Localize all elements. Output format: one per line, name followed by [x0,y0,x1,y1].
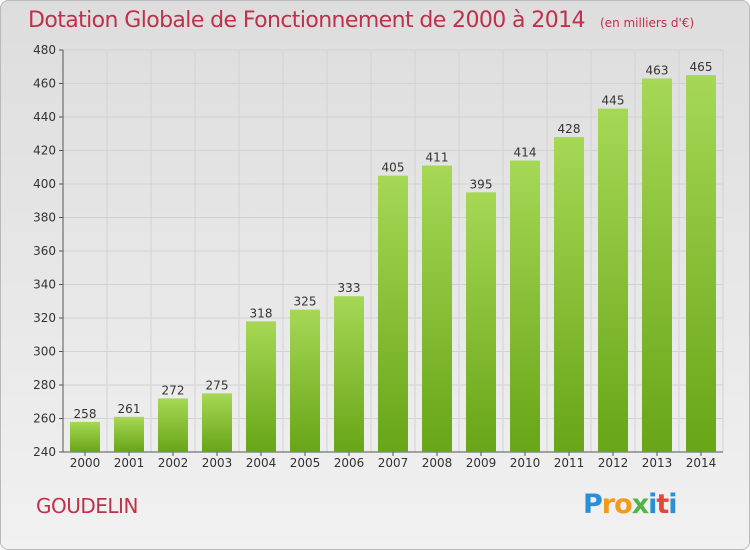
bar-2001 [114,416,144,452]
y-tick-label: 300 [33,345,56,359]
y-tick-label: 460 [33,77,56,91]
bar-2012 [598,108,628,452]
x-tick-label: 2007 [378,456,409,470]
data-label: 463 [646,63,669,77]
bar-2002 [158,398,188,452]
logo-letter: P [583,489,603,520]
y-tick-label: 240 [33,445,56,459]
bar-2014 [686,75,716,452]
x-tick-label: 2005 [290,456,321,470]
x-tick-label: 2008 [422,456,453,470]
bar-2006 [334,296,364,452]
y-tick-label: 480 [33,43,56,57]
logo-letter: i [648,489,657,520]
x-tick-label: 2014 [686,456,717,470]
bar-2008 [422,165,452,452]
bar-2009 [466,192,496,452]
x-tick-label: 2012 [598,456,629,470]
y-tick-label: 360 [33,244,56,258]
bar-2005 [290,309,320,452]
logo-letter: t [656,489,669,520]
data-label: 275 [206,378,229,392]
logo-letter: i [668,489,677,520]
bar-2000 [70,421,100,452]
data-label: 318 [250,306,273,320]
y-tick-label: 340 [33,278,56,292]
chart-title: Dotation Globale de Fonctionnement de 20… [28,8,586,33]
x-tick-label: 2001 [114,456,145,470]
y-tick-label: 420 [33,144,56,158]
data-label: 258 [74,407,97,421]
bar-2007 [378,175,408,452]
data-labels: 258 261 272 275 318 325 333 405 411 395 414 428 445 4… [74,60,713,421]
y-tick-label: 320 [33,311,56,325]
data-label: 411 [426,151,449,165]
data-label: 272 [162,383,185,397]
x-tick-label: 2000 [70,456,101,470]
y-tick-label: 380 [33,211,56,225]
bars [70,75,716,453]
data-label: 465 [690,60,713,74]
data-label: 428 [558,122,581,136]
logo-letter: r [601,489,615,520]
bar-2004 [246,321,276,452]
bar-2003 [202,393,232,452]
x-tick-label: 2003 [202,456,233,470]
x-tick-label: 2006 [334,456,365,470]
proxiti-logo[interactable]: Proxiti [583,489,678,520]
tick-labels: 240 260 280 300 320 340 360 380 400 420 440 460 480 2… [33,43,716,470]
y-tick-label: 400 [33,177,56,191]
y-tick-label: 440 [33,110,56,124]
data-label: 261 [118,402,141,416]
data-label: 445 [602,94,625,108]
chart-subtitle: (en milliers d'€) [600,16,695,30]
data-label: 405 [382,161,405,175]
logo-letter: o [614,489,633,520]
x-tick-label: 2010 [510,456,541,470]
x-tick-label: 2009 [466,456,497,470]
data-label: 414 [514,146,537,160]
y-tick-label: 280 [33,378,56,392]
data-label: 333 [338,281,361,295]
data-label: 325 [294,295,317,309]
x-tick-label: 2013 [642,456,673,470]
x-tick-label: 2004 [246,456,277,470]
commune-name: GOUDELIN [36,494,138,518]
x-tick-label: 2002 [158,456,189,470]
logo-letter: x [631,489,649,520]
bar-2013 [642,78,672,452]
y-tick-label: 260 [33,412,56,426]
bar-2011 [554,137,584,452]
title-row: Dotation Globale de Fonctionnement de 20… [28,8,694,33]
data-label: 395 [470,177,493,191]
bar-2010 [510,160,540,453]
x-tick-label: 2011 [554,456,585,470]
